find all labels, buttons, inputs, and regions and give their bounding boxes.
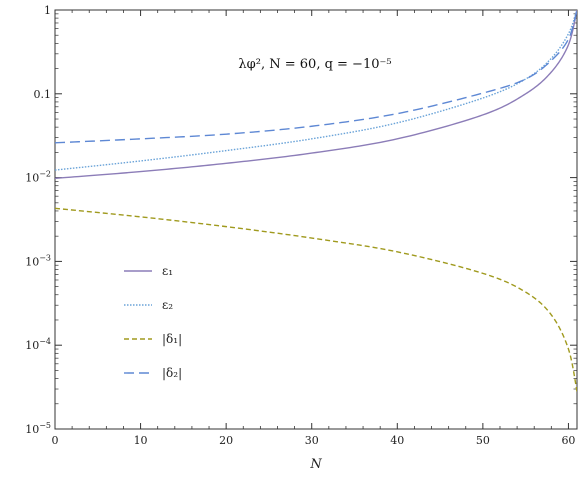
x-axis-title: N (309, 457, 322, 472)
x-tick-label: 40 (390, 434, 404, 447)
legend-label: ε₁ (162, 264, 173, 278)
legend-label: |δ₁| (162, 332, 182, 346)
series-line-3 (55, 207, 577, 392)
plot-annotation: λφ², N = 60, q = −10⁻⁵ (238, 57, 391, 72)
y-tick-label: 1 (44, 4, 51, 17)
x-tick-label: 20 (219, 434, 233, 447)
x-tick-label: 60 (561, 434, 575, 447)
y-tick-label: 10−5 (25, 421, 51, 436)
plot-frame (54, 9, 578, 430)
x-tick-label: 50 (476, 434, 490, 447)
legend: ε₁ ε₂ |δ₁| |δ₂| (124, 264, 182, 380)
legend-label: |δ₂| (162, 366, 182, 380)
series-line-2 (55, 10, 577, 171)
y-tick-label: 10−4 (25, 337, 51, 352)
ticks: 0 10 20 30 40 50 60 10−5 10−4 10−3 10−2 0.1 1 (25, 4, 577, 447)
x-tick-label: 30 (305, 434, 319, 447)
y-tick-label: 10−3 (25, 253, 51, 268)
series-layer (55, 10, 577, 392)
x-tick-label: 10 (134, 434, 148, 447)
y-tick-label: 0.1 (34, 88, 52, 101)
series-line-4 (55, 10, 577, 144)
series-line-1 (55, 10, 577, 180)
x-tick-label: 0 (52, 434, 59, 447)
legend-label: ε₂ (162, 298, 173, 312)
y-tick-label: 10−2 (25, 170, 51, 185)
